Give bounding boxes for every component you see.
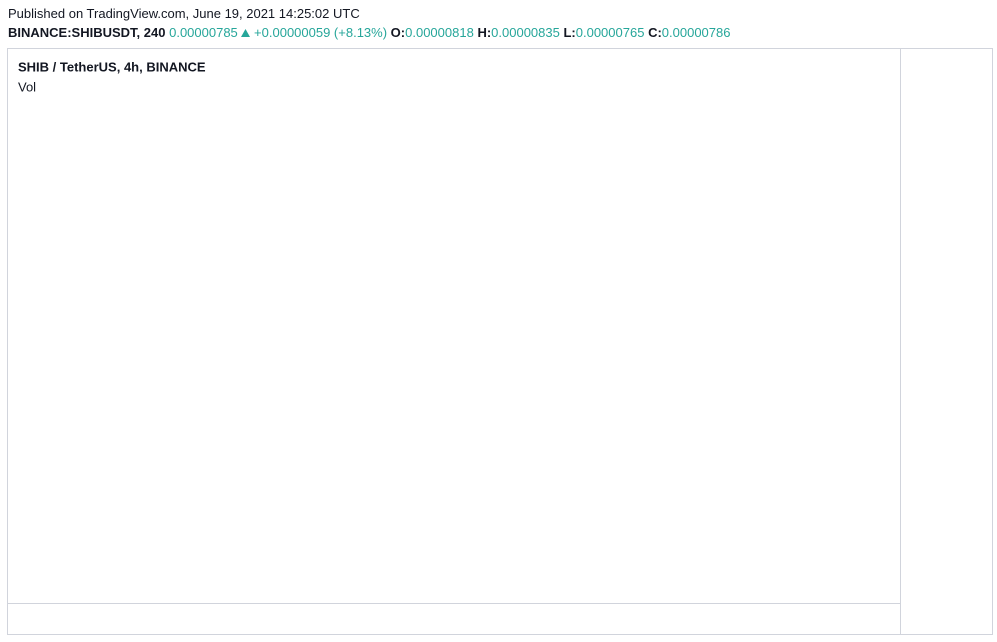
up-arrow: [241, 29, 251, 37]
chart-frame: [7, 48, 993, 635]
price: 0.00000785: [169, 25, 238, 40]
close: 0.00000786: [661, 25, 731, 40]
high-label: H:: [477, 25, 492, 40]
low-label: L:: [563, 25, 576, 40]
symbol: BINANCE:SHIBUSDT, 240: [8, 25, 166, 40]
volume-title: Vol: [18, 79, 36, 94]
open-label: O:: [390, 25, 406, 40]
chart-title: SHIB / TetherUS, 4h, BINANCE: [18, 59, 206, 74]
change: +0.00000059 (+8.13%): [254, 25, 388, 40]
high: 0.00000835: [491, 25, 560, 40]
published-line: Published on TradingView.com, June 19, 2…: [8, 6, 360, 21]
close-label: C:: [648, 25, 662, 40]
low: 0.00000765: [575, 25, 645, 40]
open: 0.00000818: [405, 25, 474, 40]
symbol-line: BINANCE:SHIBUSDT, 240 0.00000785 +0.0000…: [8, 25, 730, 40]
